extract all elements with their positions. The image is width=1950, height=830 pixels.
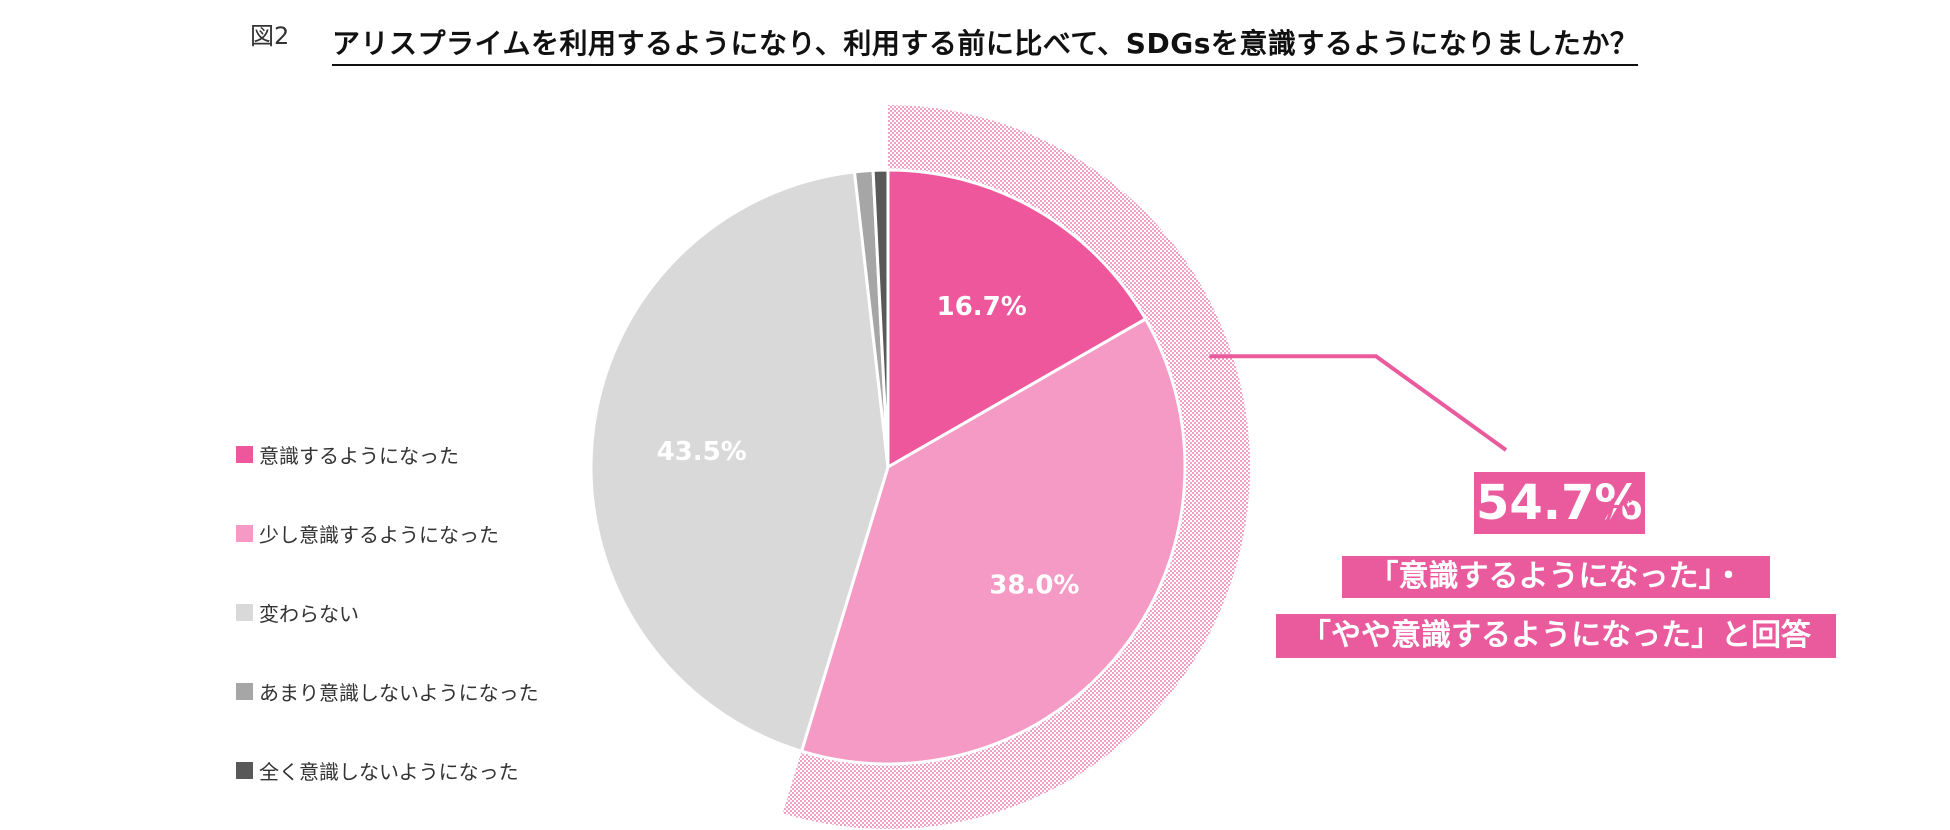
callout-total-percent: 54.7% [1474,472,1645,534]
callout-connector-line [1209,354,1508,452]
legend-swatch [236,762,253,779]
legend-swatch [236,683,253,700]
legend-item: あまり意識しないようになった [236,677,539,706]
legend-swatch [236,525,253,542]
pie-slice [886,168,1148,470]
legend-swatch [236,446,253,463]
legend-swatch [236,604,253,621]
legend-item: 意識するようになった [236,440,459,469]
pie-data-labels: 16.7% 38.0% 43.5% [657,292,1080,600]
legend-item: 変わらない [236,598,359,627]
chart-title: アリスプライムを利用するようになり、利用する前に比べて、SDGsを意識するように… [332,22,1639,66]
pie-slices [589,168,1187,766]
pie-data-label: 38.0% [989,571,1079,601]
legend-item: 全く意識しないようになった [236,756,519,785]
pie-data-label: 43.5% [657,437,747,467]
legend-label: 少し意識するようになった [259,523,499,547]
legend-label: 意識するようになった [259,444,459,468]
callout-text-line1: 「意識するようになった」・ [1342,556,1770,598]
pie-data-label: 16.7% [937,292,1027,322]
callout-text-line2: 「やや意識するようになった」と回答 [1276,614,1836,658]
callout-suffix: が [1602,496,1632,531]
legend-item: 少し意識するようになった [236,519,499,548]
legend-label: あまり意識しないようになった [259,681,539,705]
legend-label: 全く意識しないようになった [259,760,519,784]
pie-slice [589,170,890,754]
figure-label: 図2 [250,22,290,50]
pie-slice [799,316,1187,766]
legend-label: 変わらない [259,602,359,626]
pie-slice [871,168,890,468]
